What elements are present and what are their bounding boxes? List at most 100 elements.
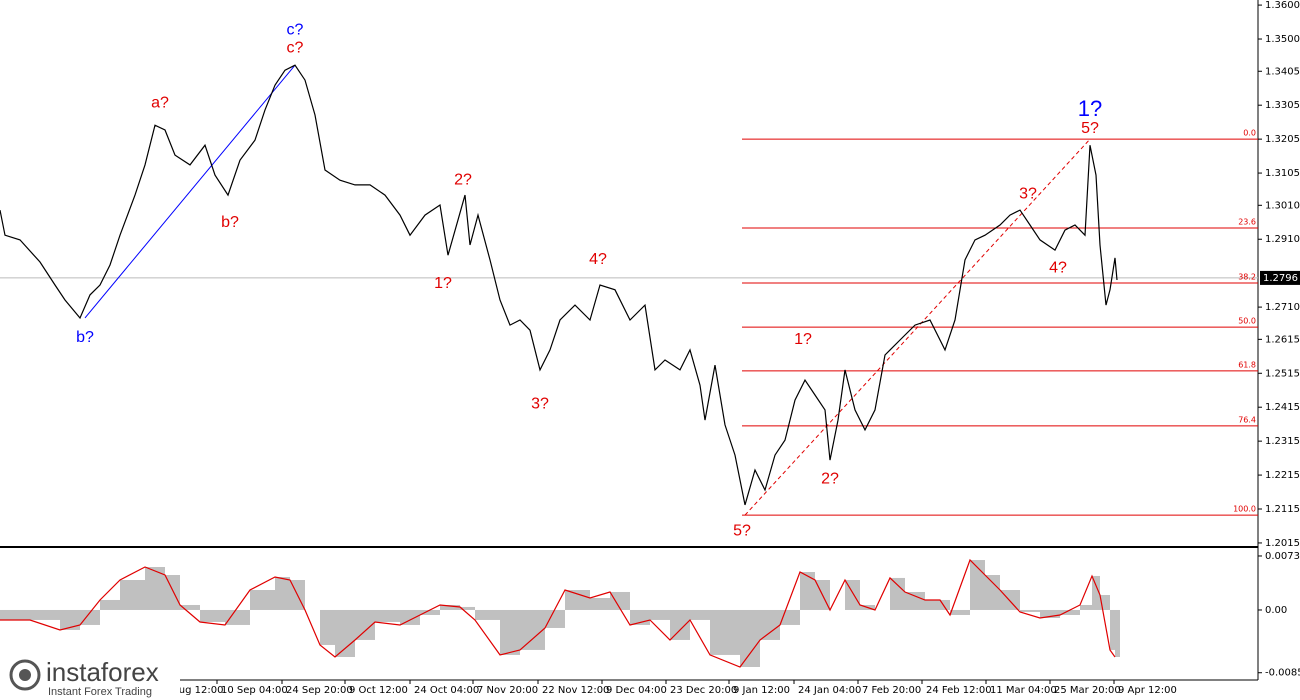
fib-label: 76.4 <box>1238 415 1256 424</box>
osc-bar <box>80 609 100 625</box>
watermark-logo <box>9 659 41 691</box>
x-tick-label: 24 Oct 04:00 <box>414 685 479 696</box>
osc-bar <box>905 591 925 610</box>
watermark-tagline: Instant Forex Trading <box>48 686 152 698</box>
wave-label: 1? <box>1078 96 1102 121</box>
y-tick-label: 1.2710 <box>1265 302 1300 313</box>
osc-bar <box>320 609 335 645</box>
osc-bar <box>710 609 740 655</box>
y-tick-label: 1.3010 <box>1265 200 1300 211</box>
osc-bar <box>890 577 905 610</box>
x-tick-label: 10 Sep 04:00 <box>221 685 288 696</box>
osc-bar <box>30 609 60 620</box>
osc-bar <box>590 598 610 610</box>
osc-bar <box>940 599 950 610</box>
osc-line <box>0 558 1116 668</box>
osc-bar <box>460 606 475 610</box>
wave-label: a? <box>151 94 169 111</box>
y-tick-label: 1.2015 <box>1265 538 1300 549</box>
x-tick-label: 25 Mar 20:00 <box>1054 685 1121 696</box>
wave-label: c? <box>287 39 304 56</box>
price-line <box>0 64 1118 506</box>
osc-bar <box>845 580 860 610</box>
x-tick-label: 11 Mar 04:00 <box>990 685 1057 696</box>
y-tick-label: 1.2910 <box>1265 234 1300 245</box>
osc-bar <box>925 599 940 610</box>
wave-label: 3? <box>1019 185 1037 202</box>
x-tick-label: 7 Nov 20:00 <box>477 685 538 696</box>
osc-bar <box>1100 594 1110 610</box>
osc-bar <box>420 609 440 615</box>
y-tick-label: 1.2115 <box>1265 504 1300 515</box>
x-tick-label: 24 Sep 20:00 <box>286 685 353 696</box>
trendline <box>84 64 296 319</box>
watermark: instaforex Instant Forex Trading <box>0 655 180 700</box>
osc-bar <box>1080 604 1092 610</box>
y-tick-label: 1.2515 <box>1265 368 1300 379</box>
y-tick-label: 0.00 <box>1265 605 1287 616</box>
osc-bar <box>60 609 80 630</box>
osc-bar <box>1060 609 1080 615</box>
osc-bar <box>1092 575 1100 610</box>
y-tick-label: 1.3405 <box>1265 66 1300 77</box>
osc-bar <box>200 609 225 622</box>
osc-bar <box>335 609 355 658</box>
osc-bar <box>375 609 400 622</box>
fib-label: 100.0 <box>1233 505 1256 514</box>
y-tick-label: 1.2615 <box>1265 334 1300 345</box>
osc-bar <box>970 560 985 610</box>
osc-bar <box>565 589 590 610</box>
wave-label: 3? <box>531 395 549 412</box>
wave-label: 2? <box>454 171 472 188</box>
osc-bar <box>145 567 165 610</box>
osc-bar <box>1040 609 1060 618</box>
osc-bar <box>780 609 800 625</box>
wave-label: b? <box>76 329 94 346</box>
osc-bar <box>800 571 815 610</box>
x-tick-label: 24 Feb 12:00 <box>926 685 992 696</box>
osc-bar <box>1110 609 1115 650</box>
osc-bar <box>545 609 565 628</box>
y-tick-label: 1.3105 <box>1265 168 1300 179</box>
y-tick-label: 1.2315 <box>1265 436 1300 447</box>
last-price-label: 1.2796 <box>1263 273 1298 284</box>
y-tick-label: 1.3205 <box>1265 134 1300 145</box>
osc-bar <box>650 609 670 620</box>
osc-bar <box>500 609 520 655</box>
osc-bar <box>985 575 1000 610</box>
osc-bar <box>1020 609 1040 612</box>
trendline <box>744 138 1091 516</box>
osc-bar <box>690 609 710 620</box>
osc-bar <box>355 609 375 640</box>
x-tick-label: 9 Jan 12:00 <box>733 685 790 696</box>
x-tick-label: 7 Feb 20:00 <box>862 685 921 696</box>
wave-label: c? <box>287 21 304 38</box>
fib-label: 61.8 <box>1238 360 1256 369</box>
osc-bar <box>475 609 500 620</box>
osc-bar <box>225 609 250 625</box>
osc-bar <box>120 580 145 610</box>
osc-bar <box>670 609 690 640</box>
y-tick-label: 1.3600 <box>1265 0 1300 11</box>
y-tick-label: 1.3500 <box>1265 34 1300 45</box>
x-tick-label: 22 Nov 12:00 <box>542 685 609 696</box>
x-tick-label: 9 Apr 12:00 <box>1118 685 1177 696</box>
osc-bar <box>760 609 780 640</box>
last-price-box <box>1260 270 1300 285</box>
wave-label: 4? <box>1049 259 1067 276</box>
osc-bar <box>610 591 630 610</box>
osc-bar <box>440 604 460 610</box>
wave-label: 2? <box>821 470 839 487</box>
y-tick-label: 1.3305 <box>1265 100 1300 111</box>
osc-bar <box>100 599 120 610</box>
x-tick-label: 26 Aug 12:00 <box>156 685 223 696</box>
y-tick-label: 1.2415 <box>1265 402 1300 413</box>
fib-label: 23.6 <box>1238 218 1256 227</box>
fib-label: 0.0 <box>1243 129 1256 138</box>
osc-bar <box>520 609 545 650</box>
osc-bar <box>400 609 420 625</box>
x-tick-label: 9 Dec 04:00 <box>606 685 667 696</box>
watermark-logo-core <box>19 669 31 681</box>
